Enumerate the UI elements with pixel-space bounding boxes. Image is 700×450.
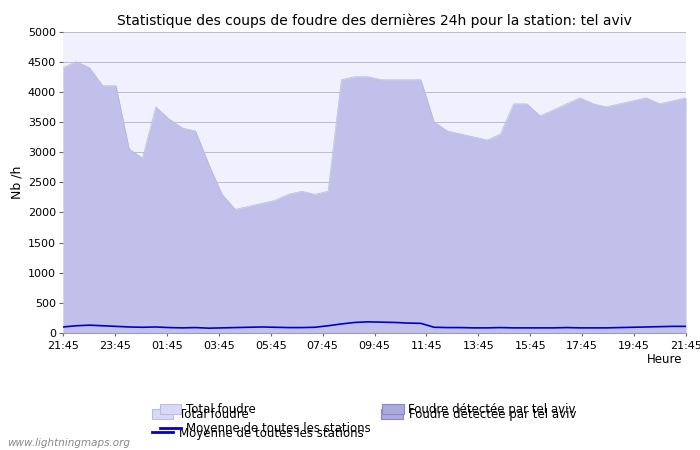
Y-axis label: Nb /h: Nb /h [10,166,24,199]
Title: Statistique des coups de foudre des dernières 24h pour la station: tel aviv: Statistique des coups de foudre des dern… [117,13,632,27]
Legend: Total foudre, Moyenne de toutes les stations, Foudre détectée par tel aviv: Total foudre, Moyenne de toutes les stat… [160,403,576,435]
Legend: Total foudre, Moyenne de toutes les stations, Foudre détectée par tel aviv: Total foudre, Moyenne de toutes les stat… [152,408,576,440]
Text: www.lightningmaps.org: www.lightningmaps.org [7,438,130,448]
Text: Heure: Heure [647,353,682,366]
